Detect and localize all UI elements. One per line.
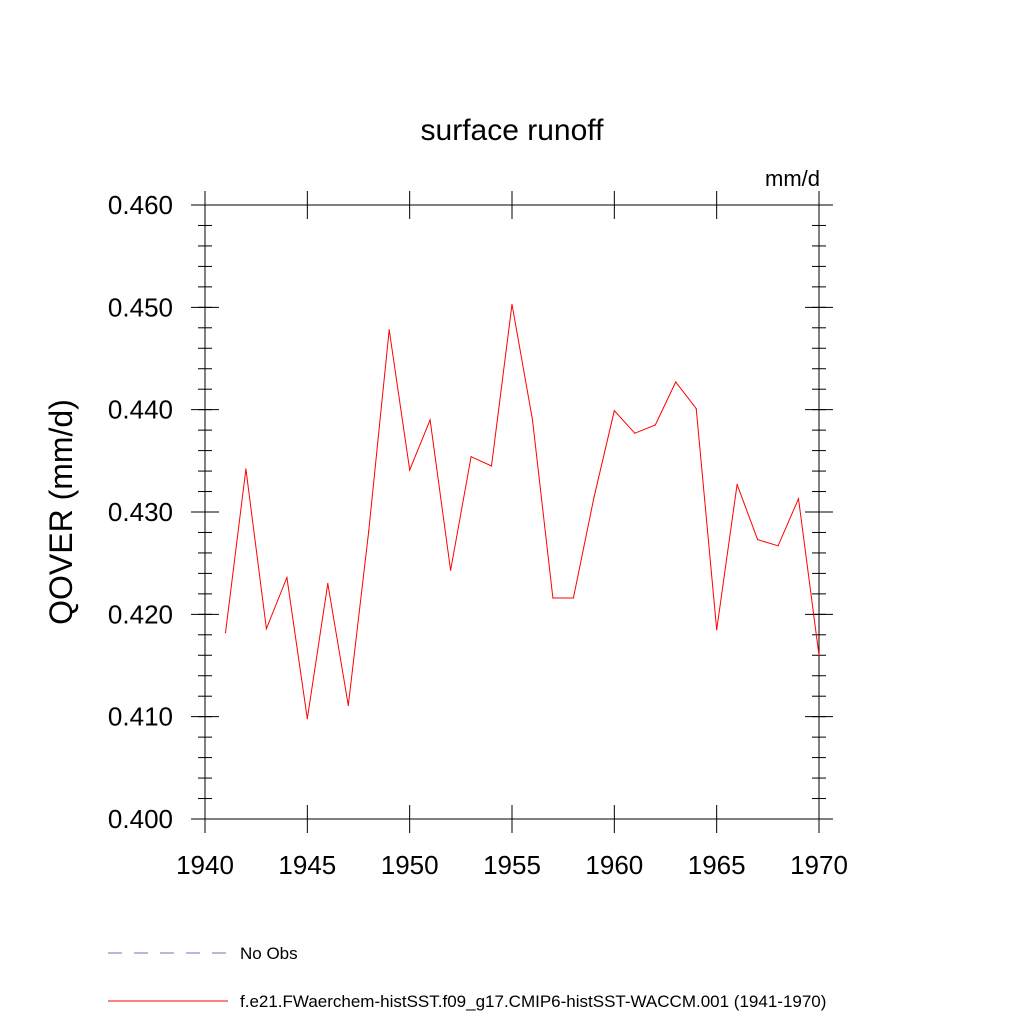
units-label: mm/d <box>765 166 820 191</box>
data-point <box>368 530 370 533</box>
y-tick-label: 0.440 <box>108 395 173 425</box>
data-point <box>736 483 738 485</box>
x-tick-label: 1945 <box>278 850 336 880</box>
chart-title: surface runoff <box>421 114 605 147</box>
data-point <box>593 497 595 499</box>
data-point <box>388 329 390 331</box>
x-tick-label: 1950 <box>381 850 439 880</box>
y-tick-label: 0.430 <box>108 497 173 527</box>
data-point <box>716 629 718 631</box>
x-tick-label: 1960 <box>585 850 643 880</box>
y-tick-label: 0.400 <box>108 804 173 834</box>
data-point <box>777 545 779 547</box>
data-point <box>450 569 452 571</box>
x-tick-label: 1940 <box>176 850 234 880</box>
data-point <box>797 498 800 500</box>
data-point <box>245 468 247 470</box>
series-line-0 <box>225 304 820 719</box>
data-point <box>347 704 349 707</box>
data-point <box>490 465 493 467</box>
data-point <box>429 419 431 421</box>
y-tick-label: 0.450 <box>108 292 173 322</box>
legend: No Obs f.e21.FWaerchem-histSST.f09_g17.C… <box>108 944 826 1011</box>
data-point <box>654 424 656 426</box>
data-point <box>757 539 759 541</box>
plot-frame <box>204 204 820 820</box>
y-tick-label: 0.460 <box>108 190 173 220</box>
data-point <box>470 456 472 458</box>
legend-label-model: f.e21.FWaerchem-histSST.f09_g17.CMIP6-hi… <box>240 992 826 1011</box>
data-point <box>286 576 288 579</box>
data-point <box>634 432 636 434</box>
data-point <box>511 303 513 305</box>
x-tick-label: 1965 <box>688 850 746 880</box>
data-point <box>675 381 677 383</box>
data-point <box>531 419 534 421</box>
x-tick-label: 1955 <box>483 850 541 880</box>
data-point <box>695 408 697 410</box>
data-point <box>552 597 554 599</box>
legend-label-no-obs: No Obs <box>240 944 298 963</box>
y-tick-label: 0.420 <box>108 599 173 629</box>
data-point <box>306 718 308 720</box>
data-point <box>409 469 411 471</box>
data-point <box>327 583 329 585</box>
axis-tick-labels: 0.400 0.410 0.420 0.430 0.440 0.450 0.460 1940 1… <box>108 190 848 880</box>
y-axis-label: QOVER (mm/d) <box>43 399 79 625</box>
y-tick-label: 0.410 <box>108 702 173 732</box>
x-tick-label: 1970 <box>790 850 848 880</box>
data-point <box>572 597 575 599</box>
data-point <box>265 628 267 630</box>
data-point <box>224 632 227 634</box>
data-point <box>818 654 820 656</box>
axis-ticks <box>191 191 833 833</box>
series-group <box>224 303 820 720</box>
data-point <box>613 410 615 412</box>
